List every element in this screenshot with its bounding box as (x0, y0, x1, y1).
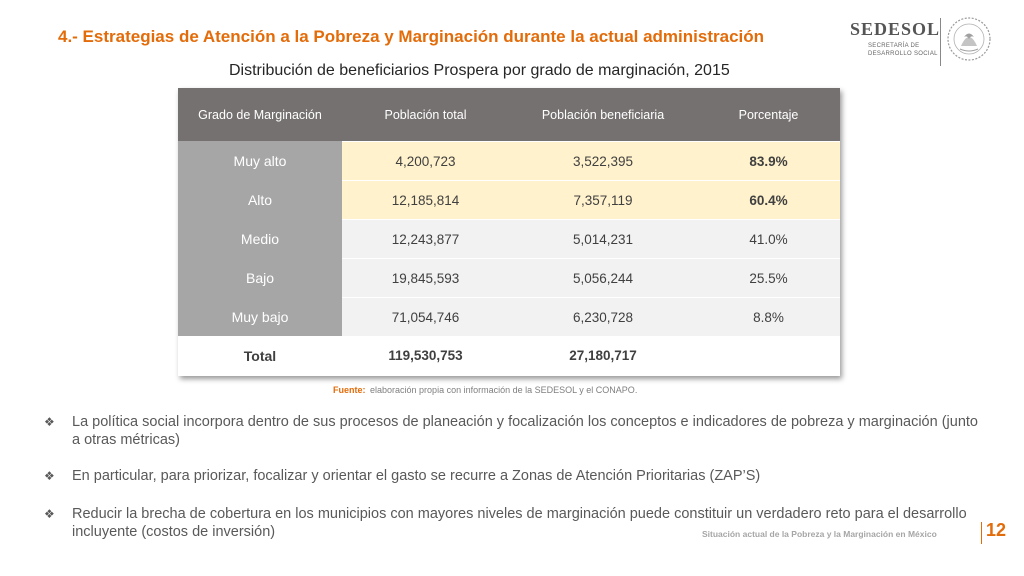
table-caption: Distribución de beneficiarios Prospera p… (229, 62, 730, 79)
total-porcentaje (697, 336, 840, 375)
table-row: Bajo 19,845,593 5,056,244 25.5% (178, 258, 840, 297)
table-row: Muy alto 4,200,723 3,522,395 83.9% (178, 141, 840, 180)
footer-divider (981, 522, 982, 544)
page-number: 12 (986, 520, 1007, 540)
cell-porcentaje: 41.0% (697, 219, 840, 258)
table-row: Medio 12,243,877 5,014,231 41.0% (178, 219, 840, 258)
table-row: Alto 12,185,814 7,357,119 60.4% (178, 180, 840, 219)
bullet-text: En particular, para priorizar, focalizar… (72, 468, 761, 484)
cell-porcentaje: 8.8% (697, 297, 840, 336)
row-label: Muy bajo (178, 297, 342, 336)
sedesol-logo: SEDESOL SECRETARÍA DE DESARROLLO SOCIAL (848, 16, 996, 68)
header-grado: Grado de Marginación (198, 107, 322, 122)
source-label: Fuente: (333, 385, 366, 395)
cell-poblacion-total: 71,054,746 (342, 297, 509, 336)
header-porcentaje: Porcentaje (738, 107, 799, 122)
bullet-text: La política social incorpora dentro de s… (72, 414, 978, 448)
logo-subtitle: SECRETARÍA DE DESARROLLO SOCIAL (868, 42, 938, 58)
row-label: Bajo (178, 258, 342, 297)
cell-porcentaje: 60.4% (697, 180, 840, 219)
logo-subtitle-line2: DESARROLLO SOCIAL (868, 51, 938, 57)
header-poblacion-total: Población total (384, 107, 467, 122)
total-label: Total (178, 336, 342, 375)
marginacion-table: Grado de Marginación Población total Pob… (178, 88, 840, 376)
cell-poblacion-beneficiaria: 6,230,728 (509, 297, 697, 336)
logo-subtitle-line1: SECRETARÍA DE (868, 43, 920, 49)
cell-poblacion-beneficiaria: 3,522,395 (509, 141, 697, 180)
logo-wordmark: SEDESOL (850, 19, 941, 39)
logo-divider (940, 18, 941, 66)
bullet-text: Reducir la brecha de cobertura en los mu… (72, 506, 967, 540)
table-source-note: Fuente: elaboración propia con informaci… (333, 385, 637, 395)
footer-text: Situación actual de la Pobreza y la Marg… (702, 529, 937, 539)
slide-title: 4.- Estrategias de Atención a la Pobreza… (58, 27, 765, 46)
diamond-bullet-icon: ❖ (44, 415, 55, 429)
total-poblacion-total: 119,530,753 (388, 348, 463, 363)
total-poblacion-beneficiaria: 27,180,717 (569, 348, 637, 363)
list-item: ❖ Reducir la brecha de cobertura en los … (44, 505, 982, 541)
table-header-row: Grado de Marginación Población total Pob… (178, 88, 840, 141)
mexico-coat-of-arms-icon (947, 17, 991, 61)
cell-poblacion-beneficiaria: 5,056,244 (509, 258, 697, 297)
header-poblacion-beneficiaria: Población beneficiaria (541, 107, 665, 122)
cell-poblacion-beneficiaria: 7,357,119 (509, 180, 697, 219)
cell-porcentaje: 25.5% (697, 258, 840, 297)
diamond-bullet-icon: ❖ (44, 507, 55, 521)
cell-poblacion-total: 12,185,814 (342, 180, 509, 219)
row-label: Muy alto (178, 141, 342, 180)
row-label: Alto (178, 180, 342, 219)
cell-porcentaje: 83.9% (697, 141, 840, 180)
list-item: ❖ En particular, para priorizar, focaliz… (44, 467, 760, 485)
cell-poblacion-total: 19,845,593 (342, 258, 509, 297)
diamond-bullet-icon: ❖ (44, 469, 55, 483)
cell-poblacion-total: 4,200,723 (342, 141, 509, 180)
list-item: ❖ La política social incorpora dentro de… (44, 413, 984, 449)
row-label: Medio (178, 219, 342, 258)
cell-poblacion-total: 12,243,877 (342, 219, 509, 258)
source-text: elaboración propia con información de la… (370, 385, 638, 395)
table-row: Muy bajo 71,054,746 6,230,728 8.8% (178, 297, 840, 336)
cell-poblacion-beneficiaria: 5,014,231 (509, 219, 697, 258)
table-total-row: Total 119,530,753 27,180,717 (178, 336, 840, 375)
